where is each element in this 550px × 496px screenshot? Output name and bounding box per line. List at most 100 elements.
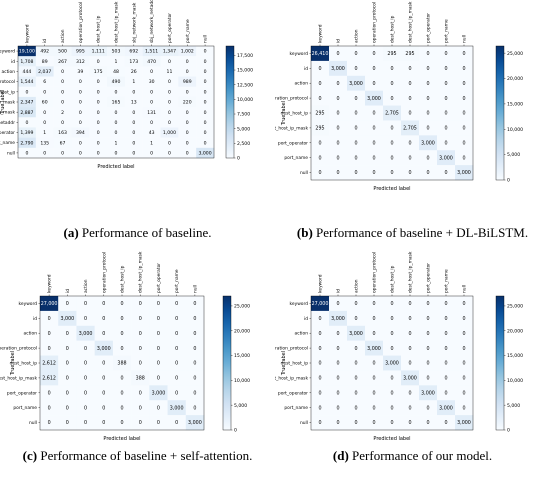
matrix-cell — [131, 385, 150, 401]
cell-value-label: 0 — [25, 89, 28, 95]
cell-value-label: 48 — [113, 69, 119, 75]
cell-value-label: 0 — [336, 81, 339, 87]
x-tick-label: dest_host_ip — [390, 265, 396, 293]
matrix-cell — [401, 415, 420, 431]
cell-value-label: 43 — [149, 130, 155, 136]
cell-value-label: 0 — [354, 420, 357, 426]
matrix-cell — [40, 415, 59, 431]
cell-value-label: 0 — [204, 130, 207, 136]
matrix-cell — [311, 355, 330, 371]
cell-value-label: 0 — [97, 130, 100, 136]
matrix-cell — [419, 355, 438, 371]
matrix-cell — [419, 310, 438, 326]
matrix-cell — [383, 385, 402, 401]
matrix-cell — [329, 90, 348, 106]
cell-value-label: 0 — [115, 110, 118, 116]
cell-value-label: 0 — [79, 140, 82, 146]
cell-value-label: 0 — [193, 376, 196, 382]
cell-value-label: 492 — [40, 49, 49, 55]
matrix-cell — [383, 135, 402, 151]
matrix-cell — [149, 296, 168, 312]
matrix-cell — [329, 105, 348, 121]
cell-value-label: 0 — [426, 376, 429, 382]
cell-value-label: 0 — [157, 301, 160, 307]
cell-value-label: 0 — [408, 405, 411, 411]
cell-value-label: 0 — [84, 361, 87, 367]
x-tick-label: null — [462, 35, 468, 43]
matrix-cell — [107, 86, 126, 98]
x-tick-label: dest_host_ip_mask — [408, 251, 414, 293]
matrix-cell — [365, 310, 384, 326]
matrix-cell — [58, 415, 77, 431]
cell-value-label: 0 — [390, 140, 393, 146]
cell-value-label: 0 — [336, 361, 339, 367]
cell-value-label: 27,000 — [41, 301, 58, 307]
cell-value-label: 295 — [315, 111, 324, 117]
matrix-cell — [311, 385, 330, 401]
cell-value-label: 67 — [60, 140, 66, 146]
matrix-cell — [455, 385, 474, 401]
matrix-cell — [383, 46, 402, 62]
cell-value-label: 0 — [336, 140, 339, 146]
cell-value-label: 0 — [79, 110, 82, 116]
cell-value-label: 0 — [318, 376, 321, 382]
matrix-cell — [329, 135, 348, 151]
cell-value-label: 0 — [157, 405, 160, 411]
cell-value-label: 0 — [66, 376, 69, 382]
matrix-cell — [419, 340, 438, 356]
cell-value-label: 0 — [175, 331, 178, 337]
x-tick-label: keyword — [318, 24, 324, 43]
matrix-cell — [142, 127, 161, 138]
matrix-cell — [311, 120, 330, 136]
cell-value-label: 0 — [168, 79, 171, 85]
cell-value-label: 1 — [115, 140, 118, 146]
cell-value-label: 1,347 — [163, 49, 176, 55]
matrix-cell — [196, 127, 215, 138]
cell-value-label: 0 — [115, 120, 118, 126]
matrix-cell — [178, 56, 197, 67]
cell-value-label: 0 — [408, 96, 411, 102]
cell-value-label: 0 — [354, 96, 357, 102]
matrix-cell — [167, 385, 186, 401]
matrix-cell — [365, 400, 384, 416]
x-tick-label: id — [65, 289, 71, 293]
matrix-cell — [455, 90, 474, 106]
cell-value-label: 0 — [84, 390, 87, 396]
colorbar-tick-label: 15,000 — [234, 353, 250, 359]
matrix-cell — [437, 46, 456, 62]
cell-value-label: 995 — [76, 49, 85, 55]
cell-value-label: 0 — [102, 361, 105, 367]
cell-value-label: 1 — [150, 140, 153, 146]
matrix-cell — [311, 165, 330, 181]
cell-value-label: 0 — [390, 155, 393, 161]
cell-value-label: 0 — [157, 346, 160, 352]
matrix-cell — [347, 400, 366, 416]
matrix-cell — [149, 370, 168, 386]
cell-value-label: 0 — [102, 390, 105, 396]
matrix-cell — [58, 340, 77, 356]
matrix-cell — [365, 75, 384, 91]
x-tick-label: port_operator — [156, 263, 162, 293]
matrix-cell — [58, 385, 77, 401]
cell-value-label: 0 — [168, 110, 171, 116]
cell-value-label: 0 — [318, 390, 321, 396]
cell-value-label: 0 — [462, 376, 465, 382]
matrix-cell — [107, 46, 126, 57]
matrix-cell — [107, 96, 126, 108]
confusion-matrix-panel-c: 27,000 0 0 0 0 0 0 0 0 0 3,000 0 0 0 0 0 0 0 0 0 3,000 0 0 0 0 0 0… — [0, 248, 275, 496]
matrix-cell — [437, 325, 456, 341]
matrix-cell — [89, 107, 108, 118]
cell-value-label: 0 — [336, 390, 339, 396]
matrix-cell — [35, 46, 54, 57]
matrix-cell — [167, 296, 186, 312]
y-tick-label: port_name — [284, 405, 308, 411]
cell-value-label: 2,790 — [20, 140, 33, 146]
matrix-cell — [89, 127, 108, 138]
cell-value-label: 0 — [444, 346, 447, 352]
matrix-cell — [455, 135, 474, 151]
matrix-cell — [455, 105, 474, 121]
x-tick-label: keyword — [47, 274, 53, 293]
y-tick-label: dest_host_ip_mask — [0, 100, 15, 106]
cell-value-label: 0 — [120, 376, 123, 382]
cell-value-label: 0 — [462, 346, 465, 352]
